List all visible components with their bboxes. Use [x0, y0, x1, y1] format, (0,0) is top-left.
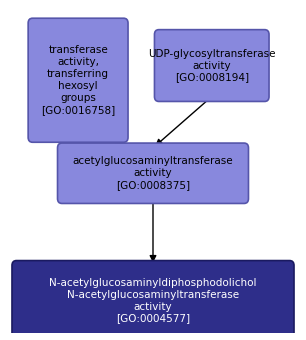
- FancyBboxPatch shape: [28, 18, 128, 142]
- Text: acetylglucosaminyltransferase
activity
[GO:0008375]: acetylglucosaminyltransferase activity […: [73, 156, 233, 190]
- FancyBboxPatch shape: [58, 143, 248, 203]
- FancyBboxPatch shape: [12, 260, 294, 340]
- FancyBboxPatch shape: [155, 30, 269, 101]
- Text: N-acetylglucosaminyldiphosphodolichol
N-acetylglucosaminyltransferase
activity
[: N-acetylglucosaminyldiphosphodolichol N-…: [49, 277, 257, 324]
- Text: UDP-glycosyltransferase
activity
[GO:0008194]: UDP-glycosyltransferase activity [GO:000…: [148, 49, 275, 83]
- Text: transferase
activity,
transferring
hexosyl
groups
[GO:0016758]: transferase activity, transferring hexos…: [41, 45, 115, 115]
